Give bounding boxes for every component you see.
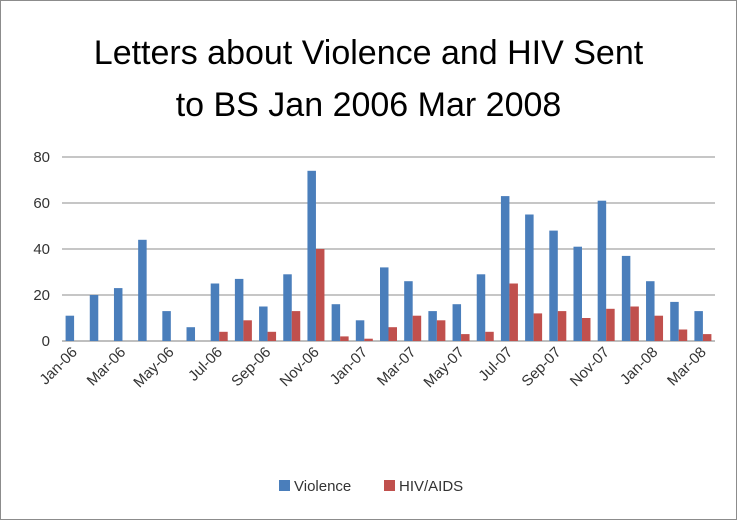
legend-label-hiv-aids: HIV/AIDS [399,478,463,495]
bar-violence-nov-07 [597,200,607,341]
bar-violence-apr-06 [138,239,147,341]
bar-violence-jun-07 [476,274,486,341]
bar-violence-feb-08 [670,301,679,341]
x-tick-label: Mar-08 [664,344,710,390]
bar-violence-sep-06 [259,306,268,341]
x-axis: Jan-06 Mar-06 May-06 Jul-06 Sep-06 Nov-06 Jan-… [36,344,709,391]
bar-violence-apr-07 [428,311,437,341]
bar-violence-sep-07 [549,230,558,341]
x-tick-label: Jan-07 [327,344,371,388]
bar-hiv-aids-jan-08 [654,315,664,341]
bar-violence-feb-06 [89,295,99,341]
chart-title-line-1: Letters about Violence and HIV Sent [93,34,644,72]
x-tick-label: Mar-07 [374,344,420,390]
bar-violence-mar-08 [694,311,703,341]
bar-violence-oct-06 [283,274,292,341]
y-tick-label: 60 [33,195,50,212]
bar-hiv-aids-mar-07 [412,315,422,341]
bar-violence-jan-06 [65,315,75,341]
bar-violence-jun-06 [186,327,196,341]
bar-hiv-aids-may-07 [461,334,470,341]
y-tick-label: 0 [42,333,50,350]
bars [65,170,712,341]
bar-hiv-aids-oct-06 [291,311,301,341]
legend: Violence HIV/AIDS [279,478,463,495]
bar-hiv-aids-dec-06 [340,336,349,341]
x-tick-label: Jan-08 [617,344,661,388]
bar-violence-mar-07 [404,281,413,341]
bar-violence-jan-08 [646,281,655,341]
x-tick-label: Jan-06 [36,344,80,388]
bar-hiv-aids-aug-07 [533,313,543,341]
y-tick-label: 20 [33,287,50,304]
bar-violence-oct-07 [573,246,582,341]
chart-title-line-2: to BS Jan 2006 Mar 2008 [175,86,562,124]
bar-hiv-aids-oct-07 [581,318,591,341]
x-tick-label: Nov-06 [277,344,323,390]
bar-violence-feb-07 [380,267,389,341]
legend-swatch-violence [279,480,290,491]
x-tick-label: May-07 [420,344,467,391]
bar-violence-may-07 [452,304,462,341]
bar-hiv-aids-sep-06 [267,331,277,341]
bar-hiv-aids-jul-07 [509,283,518,341]
bar-violence-may-06 [162,311,171,341]
legend-swatch-hiv-aids [384,480,395,491]
bar-violence-jul-07 [500,196,510,341]
bar-hiv-aids-aug-06 [243,320,252,341]
bar-violence-aug-06 [234,278,244,341]
x-tick-label: Jul-07 [475,344,516,385]
bar-hiv-aids-jul-06 [219,331,228,341]
bar-violence-nov-06 [307,170,316,341]
bar-hiv-aids-feb-07 [388,327,397,341]
legend-label-violence: Violence [294,478,351,495]
bar-hiv-aids-sep-07 [557,311,567,341]
x-tick-label: Nov-07 [567,344,613,390]
x-tick-label: May-06 [130,344,177,391]
bar-violence-jul-06 [210,283,220,341]
bar-violence-jan-07 [355,320,365,341]
bar-violence-dec-06 [331,304,341,341]
x-tick-label: Sep-07 [518,344,564,390]
bar-hiv-aids-apr-07 [436,320,446,341]
y-axis: 0 20 40 60 80 [33,149,50,350]
bar-hiv-aids-mar-08 [702,334,712,341]
x-tick-label: Mar-06 [84,344,130,390]
x-tick-label: Sep-06 [228,344,274,390]
bar-violence-aug-07 [525,214,534,341]
y-tick-label: 40 [33,241,50,258]
bar-violence-mar-06 [113,288,123,341]
y-tick-label: 80 [33,149,50,166]
x-tick-label: Jul-06 [185,344,226,385]
bar-hiv-aids-jun-07 [485,331,494,341]
bar-hiv-aids-feb-08 [678,329,688,341]
bar-violence-dec-07 [621,255,631,341]
bar-hiv-aids-nov-07 [606,308,615,341]
bar-hiv-aids-nov-06 [315,249,325,341]
bar-hiv-aids-dec-07 [630,306,639,341]
bar-hiv-aids-jan-07 [364,338,373,341]
